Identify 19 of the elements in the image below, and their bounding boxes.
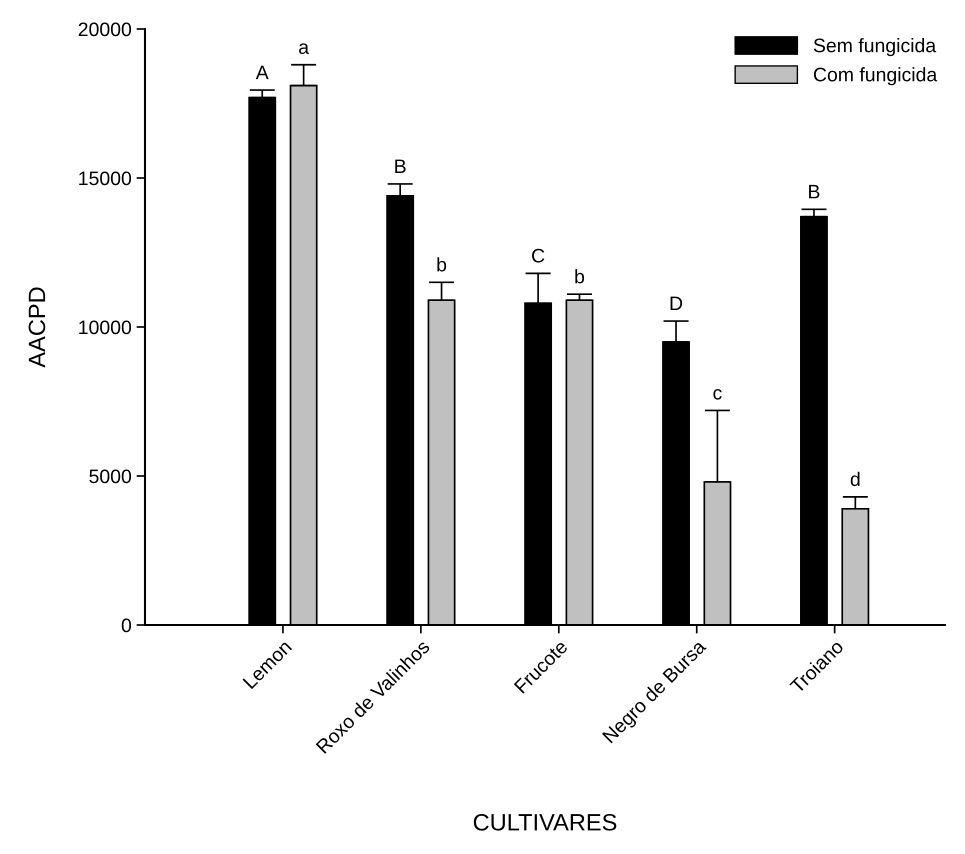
y-axis-title: AACPD: [28, 287, 46, 368]
y-tick-label: 15000: [79, 171, 132, 186]
y-tick-label: 10000: [79, 320, 132, 334]
legend-label: Com fungicida: [814, 67, 938, 86]
annotation: d: [850, 472, 860, 486]
y-tick-label: 20000: [78, 22, 132, 36]
legend-label: Sem fungicida: [814, 38, 936, 56]
y-tick-label: 0: [122, 618, 132, 632]
annotation: A: [256, 66, 269, 80]
x-axis-title: CULTIVARES: [474, 814, 616, 831]
annotation: a: [299, 43, 310, 54]
y-tick-label: 5000: [89, 469, 132, 484]
annotation: b: [575, 269, 584, 284]
annotation: c: [713, 388, 722, 400]
annotation: C: [532, 248, 544, 263]
annotation: D: [670, 296, 682, 310]
annotation: B: [395, 160, 406, 173]
annotation: B: [809, 184, 820, 198]
annotation: b: [437, 257, 446, 272]
